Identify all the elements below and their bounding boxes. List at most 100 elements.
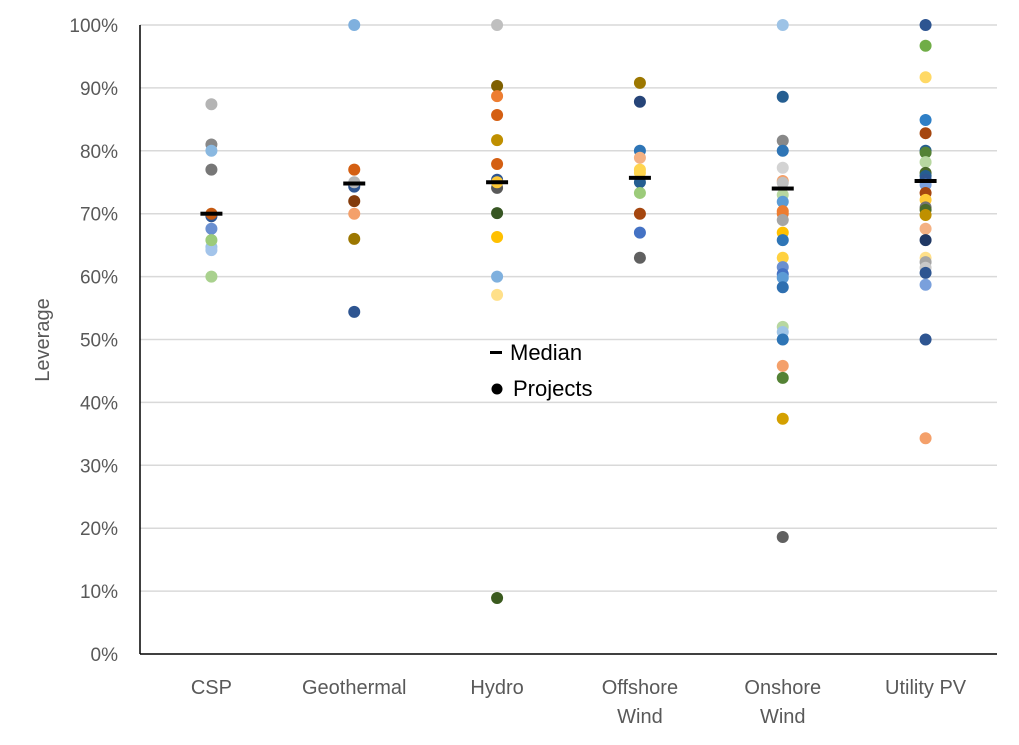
project-point — [491, 90, 504, 103]
project-point — [348, 163, 361, 176]
project-point — [919, 278, 932, 291]
project-point — [491, 108, 504, 121]
project-point — [348, 19, 361, 31]
project-point — [633, 207, 646, 220]
project-point — [919, 156, 932, 169]
y-tick-label: 50% — [80, 331, 118, 352]
project-point — [491, 230, 504, 243]
project-point — [776, 281, 789, 294]
median-marker — [486, 180, 509, 185]
project-point — [491, 158, 504, 171]
project-point — [919, 146, 932, 159]
category-label: Hydro — [470, 677, 523, 699]
category-label: Offshore — [602, 677, 678, 699]
project-point — [348, 232, 361, 245]
y-tick-label: 70% — [80, 205, 118, 226]
project-point — [491, 592, 504, 605]
project-point — [205, 270, 218, 283]
project-point — [205, 244, 218, 257]
category-label: Geothermal — [302, 677, 407, 699]
project-point — [633, 166, 646, 179]
category-label: Wind — [760, 706, 806, 728]
project-point — [633, 95, 646, 108]
project-point — [919, 266, 932, 279]
project-point — [348, 195, 361, 208]
y-tick-label: 100% — [69, 16, 118, 37]
project-point — [776, 161, 789, 174]
project-point — [919, 208, 932, 221]
project-point — [205, 144, 218, 157]
median-marker — [200, 211, 223, 216]
legend-projects-label: Projects — [513, 376, 592, 401]
project-point — [776, 371, 789, 384]
median-marker — [914, 178, 937, 183]
y-tick-label: 10% — [80, 582, 118, 603]
legend-median-label: Median — [510, 340, 582, 365]
project-point — [491, 270, 504, 283]
project-point — [633, 251, 646, 264]
project-point — [776, 234, 789, 247]
project-point — [633, 226, 646, 239]
category-label: Wind — [617, 706, 663, 728]
project-point — [919, 71, 932, 84]
median-marker — [771, 186, 794, 191]
project-point — [205, 222, 218, 235]
project-point — [205, 234, 218, 247]
y-tick-label: 40% — [80, 393, 118, 414]
project-point — [491, 207, 504, 220]
project-point — [491, 19, 504, 31]
y-tick-label: 60% — [80, 268, 118, 289]
y-tick-label: 0% — [91, 645, 119, 666]
project-point — [205, 163, 218, 176]
median-markers — [200, 175, 937, 216]
project-point — [919, 127, 932, 140]
project-point — [919, 39, 932, 52]
legend-median-marker — [490, 351, 502, 354]
legend-projects-marker — [491, 383, 503, 395]
project-point — [776, 134, 789, 147]
project-point — [776, 531, 789, 544]
project-point — [205, 98, 218, 111]
gridlines — [140, 24, 997, 592]
category-label: Onshore — [744, 677, 821, 699]
project-point — [776, 176, 789, 189]
y-tick-label: 80% — [80, 142, 118, 163]
project-point — [919, 222, 932, 235]
project-point — [776, 90, 789, 103]
project-point — [776, 144, 789, 157]
project-point — [776, 251, 789, 264]
project-point — [919, 113, 932, 126]
y-tick-label: 20% — [80, 519, 118, 540]
project-point — [776, 195, 789, 208]
data-points — [205, 19, 932, 605]
project-point — [633, 151, 646, 164]
median-marker — [628, 175, 651, 180]
project-point — [491, 80, 504, 93]
project-point — [919, 234, 932, 247]
category-label: Utility PV — [885, 677, 967, 699]
project-point — [633, 76, 646, 89]
project-point — [348, 207, 361, 220]
category-labels: CSP Geothermal Hydro Offshore Wind Onshore Win… — [191, 677, 967, 728]
median-marker — [343, 181, 366, 186]
project-point — [776, 359, 789, 372]
y-tick-labels: 0% 10% 20% 30% 40% 50% 60% 70% 80% 90% 100% — [69, 16, 118, 666]
project-point — [919, 19, 932, 31]
project-point — [776, 213, 789, 226]
legend: Median Projects — [490, 340, 592, 401]
project-point — [633, 186, 646, 199]
project-point — [776, 333, 789, 346]
project-point — [491, 134, 504, 147]
project-point — [776, 19, 789, 31]
project-point — [776, 271, 789, 284]
project-point — [776, 412, 789, 425]
project-point — [348, 305, 361, 318]
project-point — [919, 333, 932, 346]
project-point — [919, 432, 932, 445]
y-tick-label: 30% — [80, 456, 118, 477]
project-point — [491, 288, 504, 301]
y-tick-label: 90% — [80, 79, 118, 100]
category-label: CSP — [191, 677, 232, 699]
y-axis-label: Leverage — [32, 298, 54, 381]
